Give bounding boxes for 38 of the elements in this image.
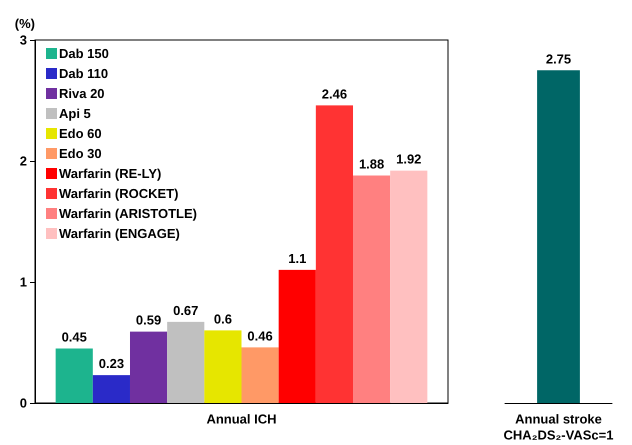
x-tick-label: Annual stroke CHA₂DS₂-VASc=1 <box>504 412 614 442</box>
data-label: 1.92 <box>396 152 422 167</box>
y-tick-label: 2 <box>20 154 27 168</box>
legend-label: Edo 30 <box>59 146 102 161</box>
bar <box>167 322 204 403</box>
data-label: 1.88 <box>358 156 384 172</box>
bar <box>56 348 93 403</box>
data-label: 0.45 <box>62 330 87 345</box>
data-label: 2.75 <box>546 51 572 66</box>
data-label: 0.23 <box>98 356 124 372</box>
bar <box>316 105 354 403</box>
bar <box>130 332 168 403</box>
bar <box>204 330 242 403</box>
legend-label: Api 5 <box>59 106 91 121</box>
legend-label: Dab 150 <box>59 46 109 61</box>
y-tick-label: 0 <box>20 396 27 410</box>
y-axis-title: (%) <box>14 16 35 31</box>
bar <box>278 270 316 403</box>
y-tick-label: 3 <box>20 32 27 48</box>
legend-label: Warfarin (ENGAGE) <box>59 226 180 241</box>
legend-label: Riva 20 <box>59 86 105 101</box>
legend-label: Warfarin (ROCKET) <box>59 186 178 201</box>
data-label: 0.46 <box>247 328 273 344</box>
x-tick-label: Annual ICH <box>206 412 277 426</box>
data-label: 0.67 <box>173 302 198 318</box>
bar <box>92 375 130 403</box>
data-label: 0.59 <box>136 312 162 328</box>
bar <box>390 170 428 403</box>
legend-label: Warfarin (RE-LY) <box>59 166 162 181</box>
data-label: 0.6 <box>214 311 232 326</box>
data-label: 1.1 <box>288 250 306 266</box>
data-label: 2.46 <box>322 86 348 102</box>
bar <box>242 347 279 403</box>
legend-label: Warfarin (ARISTOTLE) <box>59 206 197 221</box>
legend-label: Edo 60 <box>59 126 102 141</box>
legend-label: Dab 110 <box>59 66 108 81</box>
bar <box>353 176 390 403</box>
y-tick-label: 1 <box>20 274 27 290</box>
